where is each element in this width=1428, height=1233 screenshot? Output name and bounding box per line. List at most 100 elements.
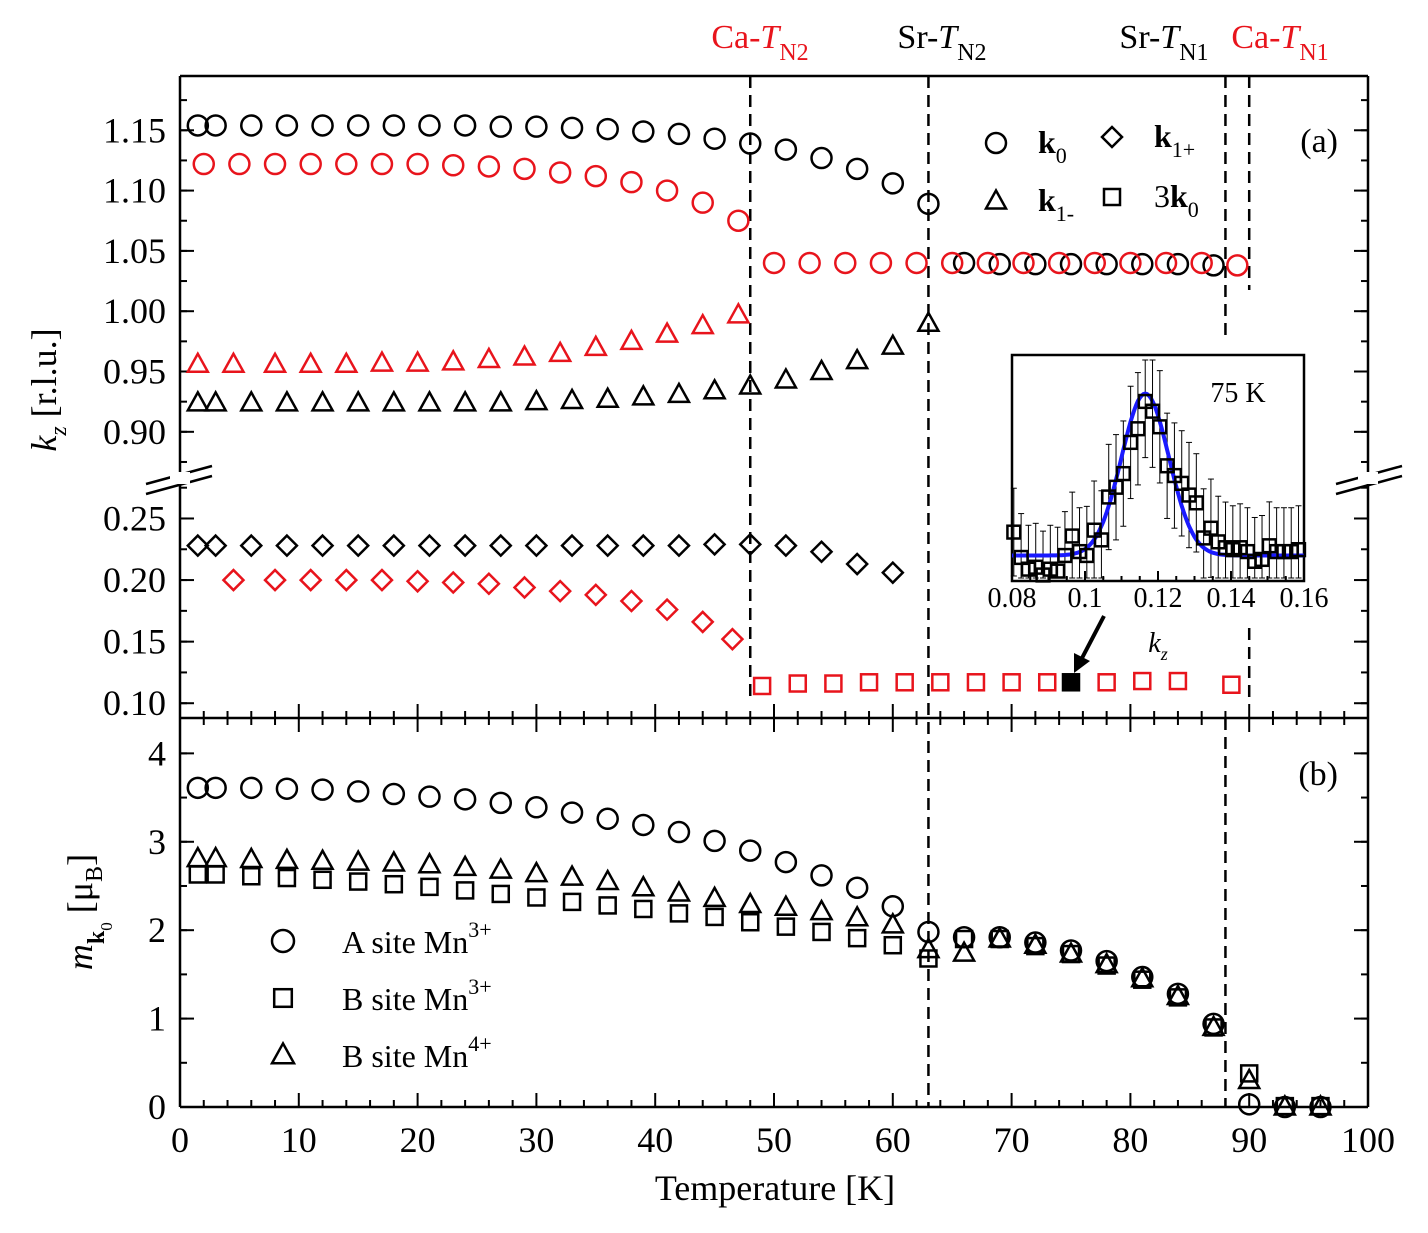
inset-x-tick-label: 0.1: [1068, 583, 1103, 614]
y-tick-label: 1.00: [103, 291, 166, 331]
data-point: [809, 898, 834, 921]
data-point: [334, 568, 359, 592]
data-point: [598, 896, 617, 915]
data-point: [203, 533, 228, 558]
data-point: [810, 864, 833, 887]
data-point: [703, 127, 726, 150]
data-point: [595, 386, 620, 408]
legend-panel-b: A site Mn3+ B site Mn3+ B site Mn4+: [269, 917, 492, 1074]
data-point: [631, 383, 656, 406]
data-point: [186, 114, 210, 137]
data-point: [619, 589, 644, 613]
data-point: [1024, 252, 1047, 276]
inset-data-point: [1290, 542, 1307, 558]
data-point: [655, 179, 679, 202]
data-point: [441, 570, 466, 595]
data-point: [560, 533, 584, 558]
data-point: [525, 115, 548, 138]
legend-label: k0: [1038, 124, 1067, 168]
data-point: [488, 389, 513, 412]
data-point: [1237, 1067, 1262, 1090]
data-point: [420, 877, 439, 897]
data-point: [702, 377, 727, 400]
inset-x-tick-label: 0.12: [1134, 583, 1183, 614]
data-point: [895, 673, 914, 692]
transition-lines: [748, 76, 1251, 1107]
data-point: [192, 152, 216, 176]
data-point: [1239, 1064, 1259, 1083]
data-point: [1131, 252, 1154, 276]
data-point: [631, 874, 656, 897]
data-point: [595, 533, 620, 558]
inset-x-tick-label: 0.16: [1280, 583, 1329, 614]
data-point: [774, 850, 798, 874]
x-tick-label: 50: [756, 1120, 792, 1160]
data-point: [382, 533, 406, 558]
data-point: [727, 209, 750, 232]
tick-labels: 0 10 20 30 40 50 60 70 80 90 1000.900.951.001.051.…: [103, 110, 1395, 1160]
data-point: [812, 922, 831, 942]
transition-label: Ca-TN1: [1231, 19, 1328, 66]
data-point: [738, 532, 763, 557]
data-point: [1012, 251, 1035, 275]
data-point: [1059, 252, 1083, 276]
data-point: [185, 845, 210, 868]
data-point: [381, 849, 406, 872]
x-tick-label: 20: [400, 1120, 436, 1160]
data-point: [596, 807, 619, 831]
y-tick-label: 1.15: [103, 110, 166, 150]
data-point: [310, 389, 335, 412]
inset-75K: 75 K kz 0.08 0.1 0.12 0.14 0.16: [988, 353, 1329, 664]
axis-break-left: [145, 464, 213, 496]
data-point: [228, 152, 251, 176]
data-point: [702, 885, 727, 908]
inset-title: 75 K: [1210, 378, 1265, 409]
transition-labels: Ca-TN2 Sr-TN2 Sr-TN1 Ca-TN1: [711, 19, 1328, 66]
data-point: [966, 673, 986, 692]
data-point: [477, 155, 501, 178]
y-tick-label: 1.10: [103, 171, 166, 211]
data-point: [240, 776, 263, 800]
legend-label: B site Mn4+: [342, 1031, 492, 1074]
data-point: [185, 389, 210, 412]
data-point: [880, 333, 905, 355]
data-point: [691, 191, 714, 214]
data-point: [277, 868, 297, 888]
data-point: [987, 925, 1012, 948]
data-point: [881, 172, 905, 195]
data-point: [298, 568, 323, 592]
data-point: [263, 568, 287, 592]
data-point: [916, 310, 941, 333]
data-point: [185, 351, 210, 374]
x-tick-label: 40: [637, 1120, 673, 1160]
data-point: [632, 120, 655, 143]
data-point: [1023, 932, 1048, 954]
series-ca-k1+: [221, 568, 745, 651]
data-point: [275, 114, 299, 137]
data-point: [477, 571, 501, 596]
series-ca-3k0: [752, 671, 1241, 696]
data-point: [916, 936, 941, 959]
data-point: [453, 788, 477, 811]
series-ca-k0: [192, 152, 1249, 277]
data-point: [845, 904, 870, 927]
data-point: [274, 389, 300, 412]
y-tick-label: 0.10: [103, 683, 166, 723]
data-point: [512, 343, 537, 366]
y-tick-label: 1: [148, 999, 166, 1039]
data-point: [203, 845, 228, 868]
data-point: [239, 846, 264, 869]
y-tick-label: 0.15: [103, 622, 166, 662]
svg-text:kz: kz: [1148, 628, 1167, 664]
data-point: [666, 381, 692, 404]
data-point: [634, 899, 653, 919]
inset-data-point: [1057, 547, 1073, 564]
y-tick-label: 2: [148, 910, 166, 950]
data-point: [346, 114, 370, 137]
data-point: [632, 813, 655, 837]
data-point: [405, 569, 430, 594]
data-point: [417, 533, 442, 558]
data-marks: [185, 114, 1333, 1119]
data-point: [488, 533, 513, 558]
data-point: [931, 673, 950, 692]
